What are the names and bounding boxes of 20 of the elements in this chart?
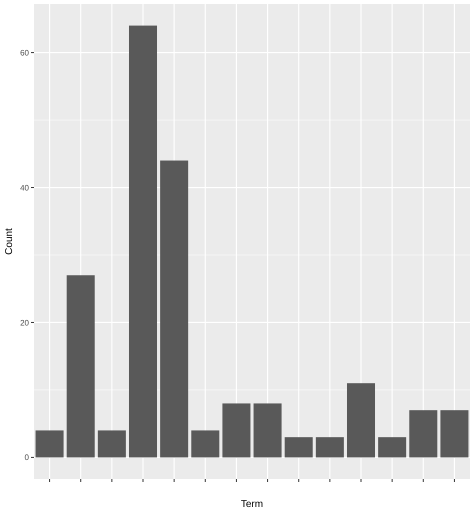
bar [128,26,158,458]
bar [409,410,438,458]
bar [36,430,64,458]
y-axis-title: Count [4,228,15,255]
bar [284,437,313,458]
bar [378,437,406,458]
y-tick-label: 60 [20,48,30,58]
bar [191,430,220,458]
y-tick-label: 20 [20,318,30,328]
bar [222,403,250,458]
y-tick-label: 40 [20,183,30,192]
bar [440,410,468,458]
bar [98,430,126,458]
x-axis-title: Term [240,499,264,510]
bar [316,437,344,458]
bar [160,160,188,458]
bar [66,275,95,458]
bar [346,383,376,458]
y-tick-label: 0 [24,453,30,462]
bar [254,403,282,458]
